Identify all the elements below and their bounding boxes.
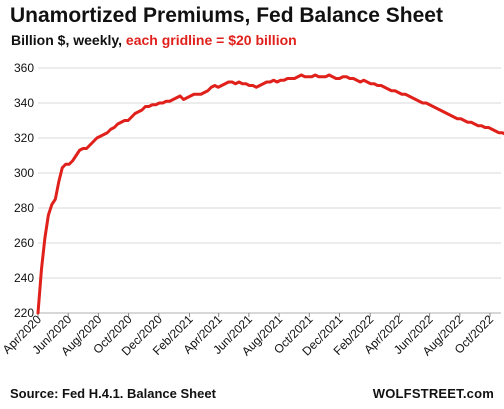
series-group — [36, 73, 504, 315]
y-tick-label-280: 280 — [14, 201, 34, 215]
series-line-0 — [36, 73, 504, 315]
subtitle-gridline-note: each gridline = $20 billion — [125, 32, 297, 48]
y-tick-label-300: 300 — [14, 166, 34, 180]
y-tick-label-220: 220 — [14, 306, 34, 320]
y-axis-ticks: 220 240 260 280 300 320 340 360 — [14, 61, 34, 320]
x-axis-ticks: Apr/2020Jun/2020Aug/2020Oct/2020Dec/2020… — [0, 312, 496, 358]
y-tick-label-360: 360 — [14, 61, 34, 75]
subtitle-main: Billion $, weekly, — [11, 32, 126, 48]
chart-title: Unamortized Premiums, Fed Balance Sheet — [10, 4, 443, 27]
gridlines — [38, 67, 501, 314]
y-tick-label-260: 260 — [14, 236, 34, 250]
chart-subtitle: Billion $, weekly, each gridline = $20 b… — [11, 32, 297, 48]
y-tick-label-340: 340 — [14, 96, 34, 110]
brand-logo-text: WOLFSTREET.com — [372, 386, 494, 401]
y-tick-label-320: 320 — [14, 131, 34, 145]
y-tick-label-240: 240 — [14, 271, 34, 285]
source-note: Source: Fed H.4.1. Balance Sheet — [10, 386, 216, 401]
